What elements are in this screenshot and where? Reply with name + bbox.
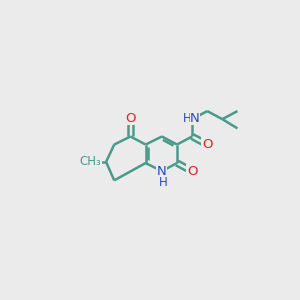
Text: O: O	[187, 165, 197, 178]
Text: H: H	[183, 112, 191, 124]
Text: N: N	[190, 112, 200, 124]
Text: H: H	[159, 176, 167, 189]
Text: O: O	[202, 138, 212, 151]
Text: N: N	[157, 165, 167, 178]
Text: O: O	[125, 112, 136, 124]
Text: CH₃: CH₃	[79, 155, 101, 168]
